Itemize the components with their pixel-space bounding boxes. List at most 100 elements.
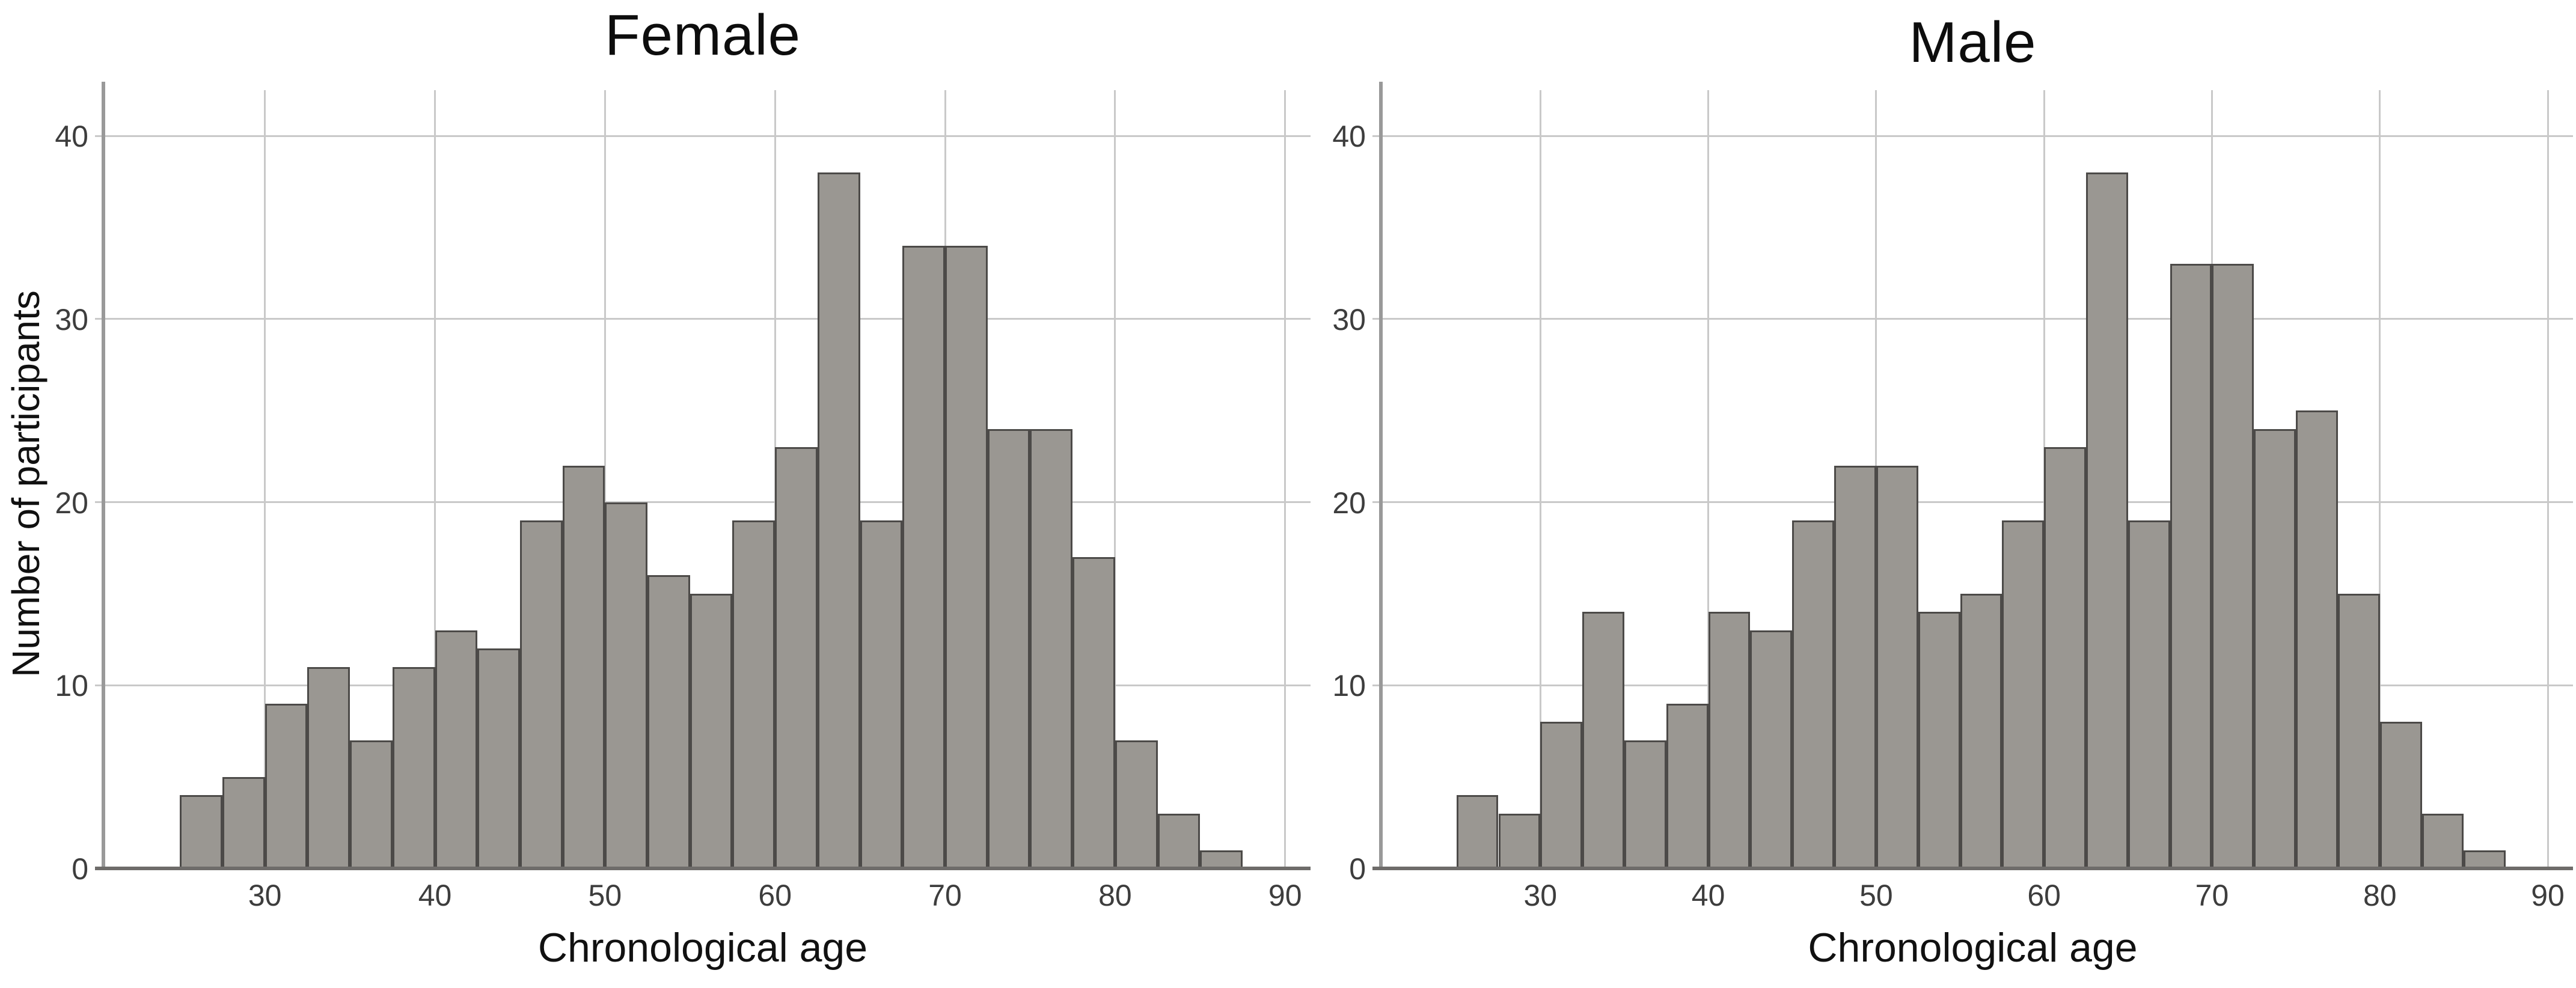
- histogram-bar: [1157, 813, 1201, 868]
- y-gridline: [95, 135, 1311, 137]
- x-axis-line: [1372, 867, 2573, 870]
- histogram-bar: [562, 465, 605, 868]
- histogram-bar: [2464, 850, 2506, 868]
- x-gridline: [1284, 90, 1286, 868]
- chart-panel-male: Male 0 10 20 30 40 30 40 50 60 70 80 90 Chronologic…: [1277, 0, 2576, 988]
- histogram-bar: [519, 520, 563, 868]
- y-axis-label: Number of participants: [4, 290, 47, 677]
- histogram-bar: [265, 703, 308, 868]
- histogram-bar: [2254, 428, 2296, 868]
- x-tick-label: 80: [2363, 879, 2397, 912]
- histogram-bar: [2337, 593, 2380, 868]
- histogram-bar: [945, 246, 988, 868]
- y-tick-label: 20: [1332, 486, 1366, 520]
- y-tick-label: 30: [1332, 302, 1366, 337]
- histogram-bar: [2212, 264, 2254, 868]
- y-gridline: [1372, 318, 2573, 320]
- histogram-bar: [860, 520, 903, 868]
- histogram-bar: [350, 740, 393, 868]
- histogram-bar: [477, 648, 520, 868]
- chart-title-male: Male: [1909, 10, 2037, 75]
- histogram-bar: [605, 502, 648, 868]
- plot-area-female: 0 10 20 30 40 30 40 50 60 70 80 90: [55, 82, 1311, 912]
- x-gridline: [434, 90, 436, 868]
- chart-title-female: Female: [604, 3, 801, 67]
- plot-area-male: 0 10 20 30 40 30 40 50 60 70 80 90: [1332, 82, 2573, 912]
- x-axis-label-male: Chronological age: [1808, 925, 2138, 971]
- histogram-bar: [1540, 722, 1583, 868]
- histogram-bar: [1624, 740, 1666, 868]
- y-gridline: [1372, 135, 2573, 137]
- histogram-bar: [902, 246, 946, 868]
- x-gridline: [1707, 90, 1710, 868]
- histogram-bar: [2296, 410, 2338, 868]
- histogram-bar: [2128, 520, 2170, 868]
- histogram-bar: [1582, 612, 1624, 868]
- x-gridline: [2379, 90, 2381, 868]
- histogram-bar: [180, 795, 222, 868]
- y-gridline: [95, 318, 1311, 320]
- histogram-bar: [1072, 557, 1115, 868]
- histogram-bar: [2086, 172, 2128, 868]
- histogram-bar: [817, 172, 860, 868]
- x-tick-label: 40: [418, 879, 452, 912]
- histogram-bar: [222, 776, 265, 868]
- y-tick-label: 40: [1332, 120, 1366, 154]
- histogram-bar: [732, 520, 776, 868]
- x-gridline: [1539, 90, 1541, 868]
- y-tick-label: 0: [72, 852, 88, 886]
- histogram-bar: [1708, 612, 1751, 868]
- histogram-bar: [2422, 813, 2464, 868]
- x-gridline: [604, 90, 606, 868]
- x-axis-label-female: Chronological age: [537, 925, 868, 971]
- histogram-bar: [1960, 593, 2002, 868]
- x-tick-label: 90: [1268, 879, 1302, 912]
- x-gridline: [2547, 90, 2549, 868]
- x-axis-line: [95, 867, 1311, 870]
- histogram-bar: [1030, 428, 1073, 868]
- x-tick-label: 70: [2195, 879, 2229, 912]
- histogram-bar: [1115, 740, 1158, 868]
- x-tick-label: 40: [1691, 879, 1725, 912]
- histogram-bar: [2379, 722, 2422, 868]
- x-tick-label: 70: [928, 879, 962, 912]
- histogram-bar: [1750, 630, 1793, 868]
- x-gridline: [1114, 90, 1116, 868]
- x-tick-label: 60: [2027, 879, 2061, 912]
- chart-panel-female: Female Number of participants 0 10 20 30 40 3…: [4, 3, 1311, 971]
- y-axis-line: [102, 82, 105, 868]
- histogram-bar: [392, 666, 435, 868]
- histogram-bar: [1792, 520, 1835, 868]
- histogram-bar: [2044, 447, 2086, 868]
- y-gridline: [95, 501, 1311, 504]
- x-tick-label: 80: [1098, 879, 1132, 912]
- y-tick-label: 10: [55, 669, 88, 703]
- y-axis-line: [1379, 82, 1383, 868]
- x-tick-label: 30: [1523, 879, 1558, 912]
- y-tick-label: 20: [55, 486, 88, 520]
- histogram-bar: [775, 447, 818, 868]
- histogram-bar: [1876, 465, 1918, 868]
- histogram-bar: [1200, 850, 1243, 868]
- x-tick-label: 30: [248, 879, 282, 912]
- histogram-bar: [1918, 612, 1960, 868]
- histogram-bar: [307, 666, 350, 868]
- x-tick-label: 60: [758, 879, 792, 912]
- histogram-bar: [2002, 520, 2045, 868]
- histogram-bar: [1498, 813, 1541, 868]
- x-tick-label: 50: [1859, 879, 1893, 912]
- histogram-bar: [987, 428, 1030, 868]
- y-gridline: [1372, 501, 2573, 504]
- y-tick-label: 0: [1349, 852, 1366, 886]
- histogram-bar: [647, 575, 690, 868]
- histogram-bar: [2170, 264, 2212, 868]
- y-tick-label: 40: [55, 120, 88, 154]
- y-tick-label: 30: [55, 302, 88, 337]
- x-gridline: [264, 90, 266, 868]
- histogram-bar: [435, 630, 478, 868]
- histogram-bar: [1834, 465, 1876, 868]
- x-tick-label: 90: [2531, 879, 2565, 912]
- histogram-bar: [1666, 703, 1709, 868]
- x-tick-label: 50: [588, 879, 622, 912]
